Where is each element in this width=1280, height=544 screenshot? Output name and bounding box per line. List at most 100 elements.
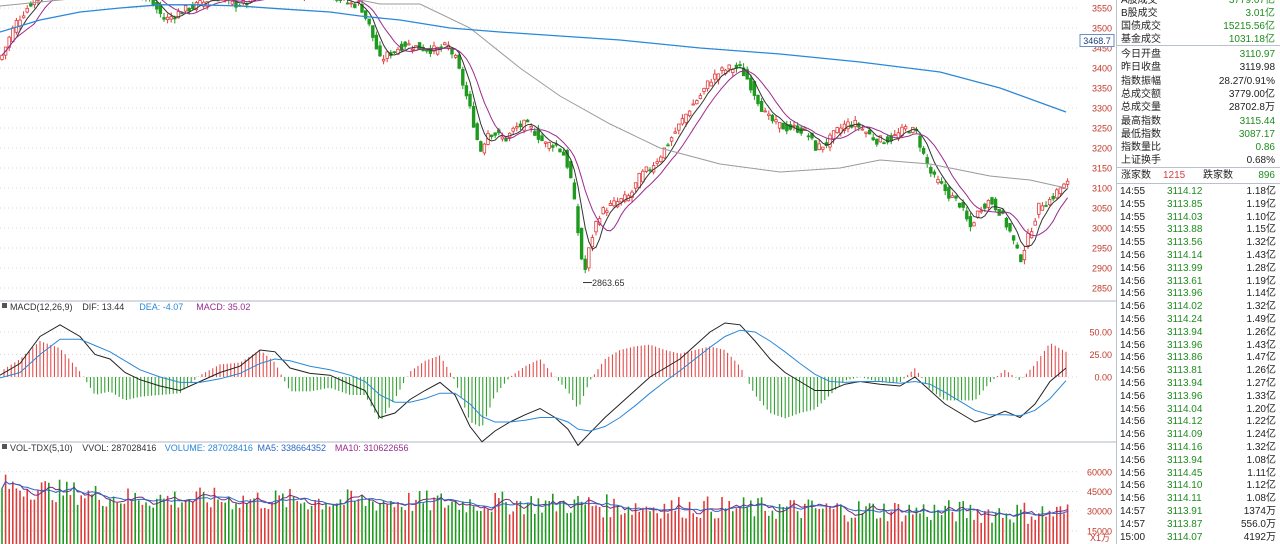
price-tick-label: 3150	[1092, 164, 1112, 174]
candle-up	[878, 135, 883, 143]
grid-lines	[0, 7, 1116, 532]
tick-time: 14:56	[1120, 326, 1146, 338]
price-tick-label: 2850	[1092, 284, 1112, 294]
tick-price: 3114.02	[1167, 301, 1203, 313]
price-tick-label: 3050	[1092, 204, 1112, 214]
candle-up	[936, 179, 940, 184]
candle-down	[464, 85, 469, 97]
min-marker-label: 2863.65	[592, 278, 625, 288]
candle-down	[428, 47, 433, 54]
tick-row[interactable]: 14:56 3114.14 1.43亿	[1117, 249, 1279, 262]
stat-label: B股成交	[1121, 8, 1158, 19]
candle-up	[950, 195, 955, 198]
stat-value: 3119.98	[1239, 62, 1275, 74]
tick-price: 3114.09	[1167, 429, 1203, 441]
tick-row[interactable]: 14:57 3113.87 556.0万	[1117, 518, 1279, 531]
candle-up	[821, 146, 825, 150]
tick-row[interactable]: 14:56 3114.24 1.49亿	[1117, 313, 1279, 326]
advance-decline-row: 涨家数 1215 跌家数 896	[1117, 169, 1279, 182]
panel-separator	[1117, 167, 1280, 168]
stat-value: 3779.00亿	[1228, 88, 1275, 100]
tick-price: 3113.81	[1167, 365, 1203, 377]
candle-down	[749, 77, 753, 91]
tick-row[interactable]: 14:56 3113.61 1.19亿	[1117, 275, 1279, 288]
tick-time: 14:56	[1120, 493, 1146, 505]
price-tick-label: 3100	[1092, 184, 1112, 194]
chart-canvas: 3550 3500 3450 3400 3350 3300 3250 3200 3150 3100…	[0, 0, 1116, 544]
candle-down	[813, 140, 818, 151]
price-candles	[0, 0, 1070, 274]
tick-time: 14:55	[1120, 211, 1146, 223]
tick-row[interactable]: 14:56 3114.11 1.08亿	[1117, 492, 1279, 505]
tick-row[interactable]: 14:55 3113.56 1.32亿	[1117, 236, 1279, 249]
tick-row[interactable]: 14:56 3113.94 1.08亿	[1117, 454, 1279, 467]
candle-down	[1008, 222, 1012, 232]
candle-down	[889, 135, 893, 141]
tick-row[interactable]: 14:57 3113.91 1374万	[1117, 505, 1279, 518]
decline-label: 跌家数	[1203, 170, 1233, 181]
stat-label: 昨日收盘	[1121, 62, 1161, 74]
index-stat-row: 昨日收盘 3119.98	[1117, 61, 1279, 74]
tick-row[interactable]: 14:56 3113.94 1.26亿	[1117, 326, 1279, 339]
candle-up	[835, 127, 839, 134]
candle-up	[903, 126, 908, 130]
ma60-line	[0, 0, 1067, 189]
tick-time: 14:56	[1120, 288, 1146, 300]
tick-row[interactable]: 14:55 3113.85 1.19亿	[1117, 198, 1279, 211]
candle-up	[349, 2, 353, 5]
tick-row[interactable]: 14:56 3114.02 1.32亿	[1117, 300, 1279, 313]
candle-up	[522, 119, 526, 131]
turnover-row: 国债成交 15215.56亿	[1117, 20, 1279, 33]
tick-row[interactable]: 14:56 3113.96 1.43亿	[1117, 339, 1279, 352]
tick-row[interactable]: 14:55 3114.12 1.18亿	[1117, 185, 1279, 198]
candle-down	[461, 69, 465, 86]
tick-row[interactable]: 14:55 3114.03 1.10亿	[1117, 211, 1279, 224]
tick-row[interactable]: 14:55 3113.88 1.15亿	[1117, 223, 1279, 236]
tick-row[interactable]: 14:56 3114.12 1.22亿	[1117, 415, 1279, 428]
candle-down	[403, 41, 407, 47]
tick-row[interactable]: 14:56 3113.96 1.14亿	[1117, 287, 1279, 300]
candle-down	[353, 3, 357, 8]
candle-down	[29, 3, 33, 7]
candle-down	[576, 206, 580, 234]
tick-volume: 1.11亿	[1247, 467, 1276, 479]
tick-row[interactable]: 14:56 3113.81 1.26亿	[1117, 364, 1279, 377]
tick-row[interactable]: 14:56 3113.86 1.47亿	[1117, 351, 1279, 364]
candle-down	[155, 2, 159, 10]
candle-down	[187, 7, 191, 12]
tick-volume: 1.43亿	[1246, 250, 1276, 261]
tick-time: 14:56	[1120, 275, 1146, 287]
tick-price: 3114.07	[1167, 531, 1203, 543]
candle-up	[169, 16, 173, 20]
tick-row[interactable]: 14:56 3114.10 1.12亿	[1117, 479, 1279, 492]
tick-row[interactable]: 14:56 3113.94 1.27亿	[1117, 377, 1279, 390]
candle-up	[435, 47, 440, 55]
candle-down	[561, 151, 566, 156]
tick-row[interactable]: 14:56 3114.09 1.24亿	[1117, 428, 1279, 441]
candle-down	[947, 187, 951, 199]
stat-label: 总成交量	[1121, 102, 1161, 114]
tick-time: 14:55	[1120, 237, 1146, 249]
candle-up	[893, 134, 897, 137]
candle-down	[569, 161, 573, 179]
legend-marker	[2, 303, 7, 308]
tick-row[interactable]: 14:56 3114.45 1.11亿	[1117, 467, 1279, 480]
tick-row[interactable]: 14:56 3114.04 1.20亿	[1117, 403, 1279, 416]
tick-price: 3114.04	[1167, 403, 1203, 415]
vol-ma5-line	[1, 480, 1068, 517]
tick-row[interactable]: 14:56 3113.96 1.33亿	[1117, 390, 1279, 403]
stat-value: 15215.56亿	[1223, 21, 1275, 32]
tick-volume: 1.08亿	[1246, 493, 1276, 505]
tick-time: 14:55	[1120, 186, 1146, 197]
tick-time: 14:56	[1120, 403, 1146, 415]
tick-time: 14:56	[1120, 301, 1146, 313]
tick-volume: 1.14亿	[1246, 288, 1276, 300]
tick-volume: 1.08亿	[1246, 454, 1276, 466]
tick-row[interactable]: 15:00 3114.07 4192万	[1117, 531, 1279, 544]
candle-up	[608, 203, 613, 206]
tick-row[interactable]: 14:56 3113.99 1.28亿	[1117, 262, 1279, 275]
candle-up	[698, 95, 703, 99]
ma250-line	[0, 4, 1067, 113]
candle-up	[673, 131, 677, 134]
tick-row[interactable]: 14:56 3114.16 1.32亿	[1117, 441, 1279, 454]
